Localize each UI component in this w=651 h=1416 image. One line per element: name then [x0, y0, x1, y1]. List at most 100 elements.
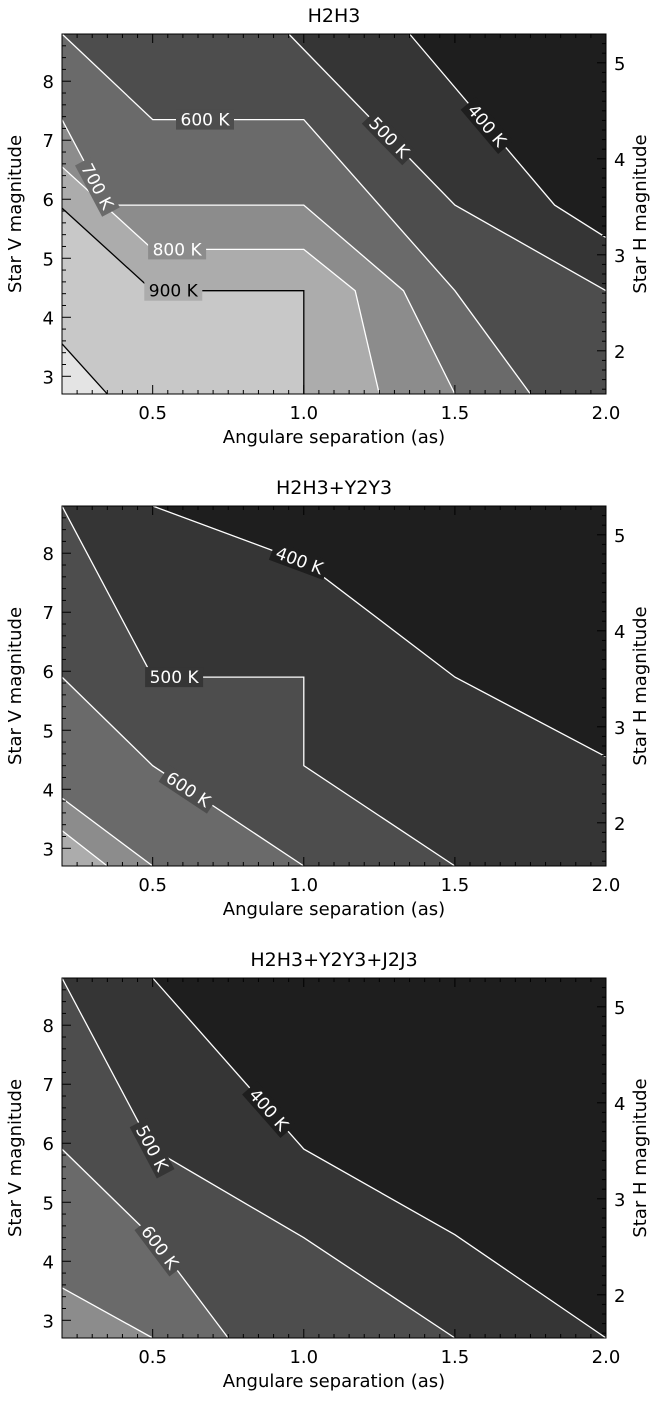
contour-line — [61, 1287, 154, 1339]
contour-line — [61, 207, 305, 394]
y2-tick-label: 3 — [614, 1190, 625, 1211]
contour-fill-group — [62, 978, 606, 1338]
y2-tick-label: 4 — [614, 150, 625, 171]
contour-label: 900 K — [144, 280, 203, 302]
y-tick-label: 8 — [43, 72, 54, 93]
x-tick-label: 1.0 — [289, 403, 318, 424]
contour-label-bg — [460, 96, 514, 154]
x-tick-label: 1.0 — [289, 875, 318, 896]
contour-line — [409, 33, 607, 239]
y2-tick-label: 5 — [614, 998, 625, 1019]
y-tick-label: 6 — [43, 190, 54, 211]
y-tick-label: 6 — [43, 1134, 54, 1155]
y2-tick-label: 5 — [614, 526, 625, 547]
y2-tick-label: 2 — [614, 1286, 625, 1307]
x-tick-label: 1.5 — [441, 1347, 470, 1368]
y2-tick-label: 3 — [614, 718, 625, 739]
contour-label-text: 800 K — [153, 240, 203, 260]
y-tick-label: 4 — [43, 308, 54, 329]
y-tick-label: 4 — [43, 1252, 54, 1273]
band-fill — [62, 830, 108, 866]
contour-label-bg — [129, 1117, 175, 1179]
band-fill — [62, 677, 304, 866]
contour-label-bg — [145, 667, 204, 688]
chart-title: H2H3+Y2Y3 — [276, 477, 392, 499]
contour-label-bg — [74, 156, 120, 217]
contour-fill-group — [62, 34, 606, 394]
y-tick-label: 5 — [43, 249, 54, 270]
contour-line — [152, 505, 607, 758]
contour-label-bg — [176, 109, 234, 130]
y2-tick-label: 5 — [614, 54, 625, 75]
y2-tick-label: 4 — [614, 1094, 625, 1115]
y-tick-label: 6 — [43, 662, 54, 683]
contour-label-text: 600 K — [181, 111, 231, 131]
x-tick-label: 2.0 — [592, 403, 621, 424]
y2-tick-label: 3 — [614, 246, 625, 267]
contour-label-text: 900 K — [149, 282, 199, 302]
y-axis-label: Star V magnitude — [5, 1079, 26, 1237]
y2-tick-label: 2 — [614, 342, 625, 363]
contour-label-bg — [242, 1081, 296, 1138]
x-tick-label: 0.5 — [138, 403, 167, 424]
contour-label-bg — [134, 1218, 186, 1277]
contour-line — [61, 797, 154, 867]
contour-line — [61, 343, 108, 395]
x-axis-label: Angulare separation (as) — [223, 427, 445, 448]
x-tick-label: 2.0 — [592, 875, 621, 896]
y2-axis-label: Star H magnitude — [630, 1078, 651, 1237]
x-tick-label: 0.5 — [138, 1347, 167, 1368]
y-tick-label: 8 — [43, 544, 54, 565]
band-fill — [62, 208, 304, 394]
y-tick-label: 3 — [43, 367, 54, 388]
chart-title: H2H3 — [308, 5, 361, 27]
chart-panel-1: 400 K 500 K 600 K 700 K 800 K 900 K 0.5 1.0 1.5 2… — [0, 0, 651, 472]
x-tick-label: 1.5 — [441, 403, 470, 424]
contour-label-bg — [158, 764, 218, 814]
contour-line — [288, 33, 607, 292]
y2-tick-label: 4 — [614, 622, 625, 643]
y-axis-label: Star V magnitude — [5, 607, 26, 765]
contour-line — [61, 676, 305, 867]
y-tick-label: 5 — [43, 1193, 54, 1214]
contour-line — [61, 505, 456, 867]
y2-axis-label: Star H magnitude — [630, 134, 651, 293]
y-axis-label: Star V magnitude — [5, 135, 26, 293]
x-axis-label: Angulare separation (as) — [223, 1371, 445, 1392]
contour-line — [61, 166, 380, 395]
contour-line — [152, 977, 607, 1339]
contour-fill-group — [62, 506, 606, 866]
y-tick-label: 8 — [43, 1016, 54, 1037]
contour-label: 600 K — [176, 109, 234, 131]
x-tick-label: 2.0 — [592, 1347, 621, 1368]
chart-panel-2: 400 K 500 K 600 K 0.5 1.0 1.5 2.0 3 4 5 6 7 8 2 3 4 5 H2H… — [0, 472, 651, 944]
contour-label-bg — [268, 541, 331, 580]
x-tick-label: 1.5 — [441, 875, 470, 896]
contour-label-bg — [361, 109, 417, 166]
contour-label-text: 500 K — [150, 668, 200, 688]
y2-tick-label: 2 — [614, 814, 625, 835]
y-tick-label: 4 — [43, 780, 54, 801]
chart-title: H2H3+Y2Y3+J2J3 — [250, 949, 417, 971]
chart-panel-3: 400 K 500 K 600 K 0.5 1.0 1.5 2.0 3 4 5 6 7 8 2 3 4 5 H2H… — [0, 944, 651, 1416]
contour-label: 500 K — [145, 667, 204, 688]
contour-label: 800 K — [148, 239, 207, 260]
y2-axis-label: Star H magnitude — [630, 606, 651, 765]
x-tick-label: 0.5 — [138, 875, 167, 896]
y-tick-label: 3 — [43, 839, 54, 860]
y-tick-label: 3 — [43, 1311, 54, 1332]
y-tick-label: 7 — [43, 131, 54, 152]
y-tick-label: 7 — [43, 603, 54, 624]
y-tick-label: 5 — [43, 721, 54, 742]
contour-line — [61, 33, 531, 395]
x-tick-label: 1.0 — [289, 1347, 318, 1368]
contour-label-bg — [144, 280, 203, 301]
contour-line — [61, 977, 456, 1339]
contour-line — [61, 830, 108, 867]
x-axis-label: Angulare separation (as) — [223, 899, 445, 920]
y-tick-label: 7 — [43, 1075, 54, 1096]
contour-label-bg — [148, 239, 207, 260]
